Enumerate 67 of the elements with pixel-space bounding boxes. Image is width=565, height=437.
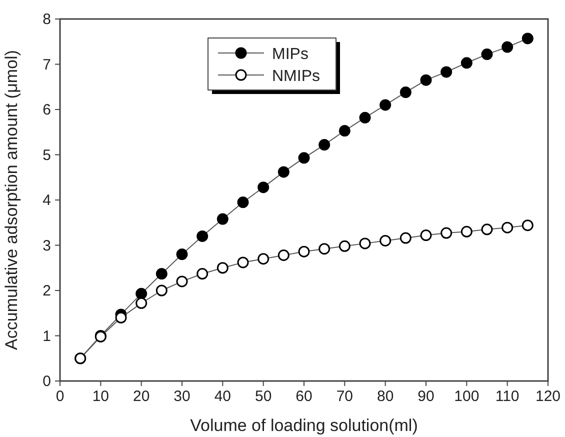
point <box>359 238 371 250</box>
point <box>258 253 270 265</box>
point <box>359 112 371 124</box>
y-tick-label: 2 <box>42 282 51 300</box>
x-tick-label: 0 <box>56 388 64 405</box>
point <box>196 268 208 280</box>
point <box>400 86 412 98</box>
point <box>420 74 432 86</box>
point <box>380 99 392 111</box>
x-axis-title: Volume of loading solution(ml) <box>190 416 418 435</box>
y-tick-label: 0 <box>42 373 51 390</box>
point <box>298 246 310 258</box>
point <box>522 32 534 44</box>
y-axis-title: Accumulative adsorption amount (μmol) <box>2 50 21 350</box>
point <box>298 152 310 164</box>
point <box>115 312 127 324</box>
point <box>237 196 249 208</box>
y-tick-label: 8 <box>42 11 51 28</box>
legend-label: NMIPs <box>272 68 320 85</box>
point <box>318 139 330 151</box>
y-tick-label: 7 <box>42 56 51 74</box>
point <box>156 268 168 280</box>
x-tick-label: 50 <box>254 388 272 405</box>
y-tick-label: 1 <box>42 328 51 345</box>
point <box>278 249 290 261</box>
point <box>136 297 148 309</box>
x-tick-label: 10 <box>92 388 110 405</box>
y-tick-label: 6 <box>42 102 51 118</box>
point <box>176 276 188 288</box>
point <box>460 57 472 69</box>
point <box>176 248 188 260</box>
point <box>136 288 148 300</box>
x-tick-label: 30 <box>174 388 190 405</box>
point <box>216 262 228 274</box>
point <box>502 41 514 53</box>
point <box>522 220 534 232</box>
point <box>380 234 392 246</box>
point <box>440 227 452 239</box>
x-tick-label: 100 <box>454 388 480 405</box>
point <box>400 232 412 244</box>
point <box>258 182 270 194</box>
x-tick-label: 60 <box>296 388 312 405</box>
x-tick-label: 20 <box>132 388 150 405</box>
point <box>237 256 249 268</box>
y-tick-label: 4 <box>42 192 51 209</box>
point <box>481 48 493 60</box>
point <box>216 213 228 225</box>
x-tick-label: 90 <box>418 388 434 405</box>
point <box>460 226 472 238</box>
x-tick-label: 80 <box>376 388 394 405</box>
point <box>338 240 350 252</box>
point <box>196 230 208 242</box>
y-tick-label: 5 <box>42 146 51 164</box>
x-tick-label: 40 <box>214 388 232 405</box>
point <box>502 222 514 234</box>
point <box>338 125 350 137</box>
legend-label: MIPs <box>272 46 308 63</box>
point <box>440 66 452 78</box>
point <box>278 166 290 178</box>
y-tick-label: 3 <box>42 237 51 254</box>
x-tick-label: 110 <box>495 388 520 405</box>
point <box>481 224 493 236</box>
point <box>318 243 330 255</box>
x-tick-label: 70 <box>336 388 354 405</box>
point <box>420 230 432 242</box>
x-tick-label: 120 <box>535 388 561 405</box>
point <box>156 284 168 296</box>
